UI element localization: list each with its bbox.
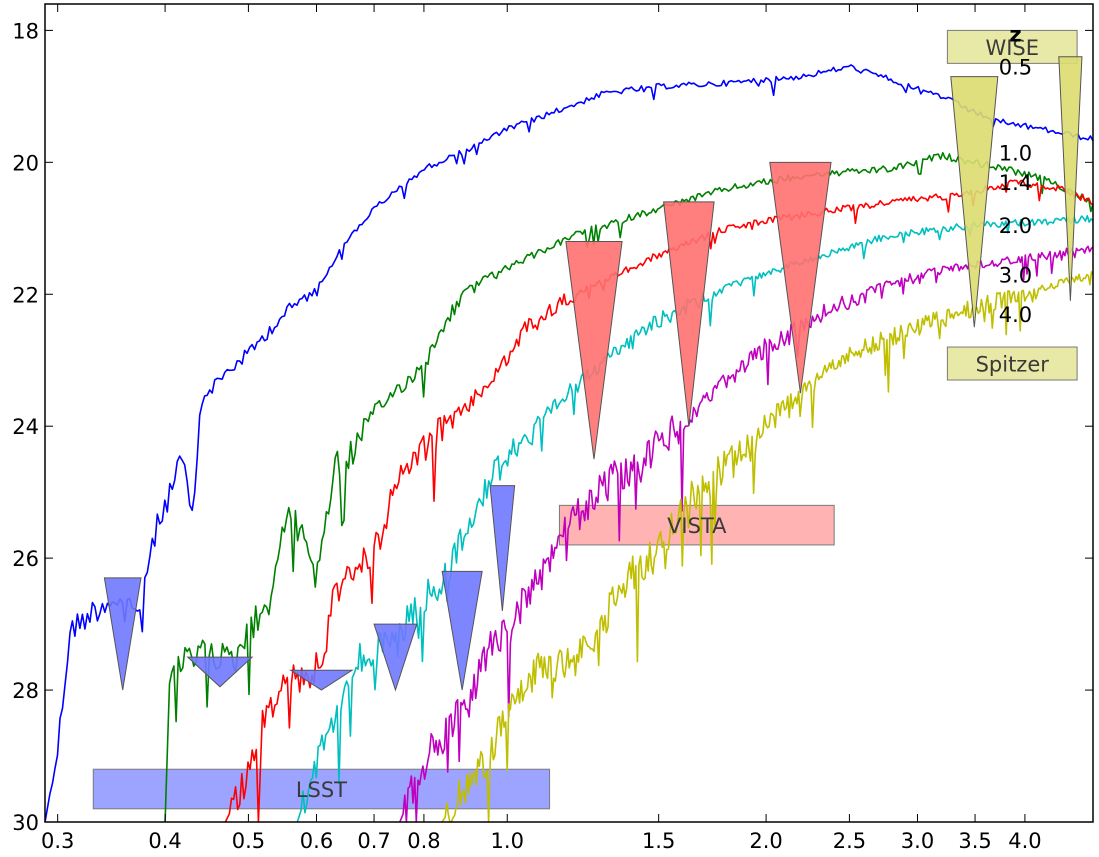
depth-marker-lsst-1 (103, 577, 142, 691)
x-tick-label: 0.8 (407, 829, 440, 853)
series-label-z-0-5: 0.5 (999, 56, 1032, 80)
band-spitzer (946, 346, 1078, 381)
survey-band-labels: LSST VISTA WISE Spitzer (296, 36, 1049, 802)
depth-marker-lsst-3 (289, 669, 354, 691)
depth-marker-lsst-6 (489, 485, 516, 611)
series-line-z-1-4 (224, 179, 1094, 823)
depth-marker-lsst-2 (186, 656, 254, 688)
series-line-z-4-0 (441, 271, 1094, 823)
band-label-vista: VISTA (667, 514, 727, 538)
depth-marker-lsst-5 (441, 570, 483, 691)
x-tick-label: 0.4 (148, 829, 181, 853)
y-tick-label: 26 (12, 547, 39, 571)
x-tick-label: 4.0 (1008, 829, 1041, 853)
depth-marker-vista-9 (769, 161, 832, 394)
x-tick-label: 3.5 (958, 829, 991, 853)
x-tick-label: 0.5 (232, 829, 265, 853)
redshift-labels: z 0.5 1.0 1.4 2.0 3.0 4.0 (999, 23, 1032, 327)
series-line-z-0-5 (44, 64, 1094, 823)
depth-marker-wise-11 (1058, 56, 1083, 301)
y-tick-label: 22 (12, 283, 39, 307)
x-tick-label: 2.5 (833, 829, 866, 853)
spectrum-lines (44, 64, 1094, 823)
y-tick-label: 30 (12, 811, 39, 835)
depth-marker-lsst-4 (373, 623, 418, 692)
depth-markers (103, 56, 1083, 692)
series-line-z-1-0 (164, 152, 1094, 823)
plot-frame (44, 3, 1094, 823)
band-label-wise: WISE (985, 36, 1039, 60)
x-tick-label: 1.0 (491, 829, 524, 853)
band-wise (946, 29, 1078, 64)
band-label-spitzer: Spitzer (976, 353, 1050, 377)
series-label-z-2-0: 2.0 (999, 214, 1032, 238)
x-tick-label: 3.0 (901, 829, 934, 853)
y-tick-label: 18 (12, 19, 39, 43)
axis-ticks: 0.3 0.4 0.5 0.6 0.7 0.8 1.0 1.5 2.0 2.5 3.0 3.5 4.0 1… (12, 4, 1093, 853)
series-label-z-3-0: 3.0 (999, 263, 1032, 287)
depth-marker-vista-7 (565, 240, 623, 460)
x-tick-label: 2.0 (749, 829, 782, 853)
series-label-z-1-0: 1.0 (999, 141, 1032, 165)
x-tick-label: 0.3 (41, 829, 74, 853)
y-tick-label: 20 (12, 151, 39, 175)
x-tick-label: 0.7 (357, 829, 390, 853)
depth-marker-wise-10 (950, 76, 999, 328)
band-label-lsst: LSST (296, 778, 347, 802)
survey-bands (92, 29, 1078, 810)
y-tick-label: 28 (12, 679, 39, 703)
x-tick-label: 1.5 (642, 829, 675, 853)
legend-title: z (1009, 23, 1021, 47)
x-tick-label: 0.6 (300, 829, 333, 853)
y-tick-label: 24 (12, 415, 39, 439)
series-label-z-4-0: 4.0 (999, 303, 1032, 327)
band-vista (558, 504, 835, 546)
depth-marker-vista-8 (663, 201, 715, 427)
series-label-z-1-4: 1.4 (999, 171, 1032, 195)
